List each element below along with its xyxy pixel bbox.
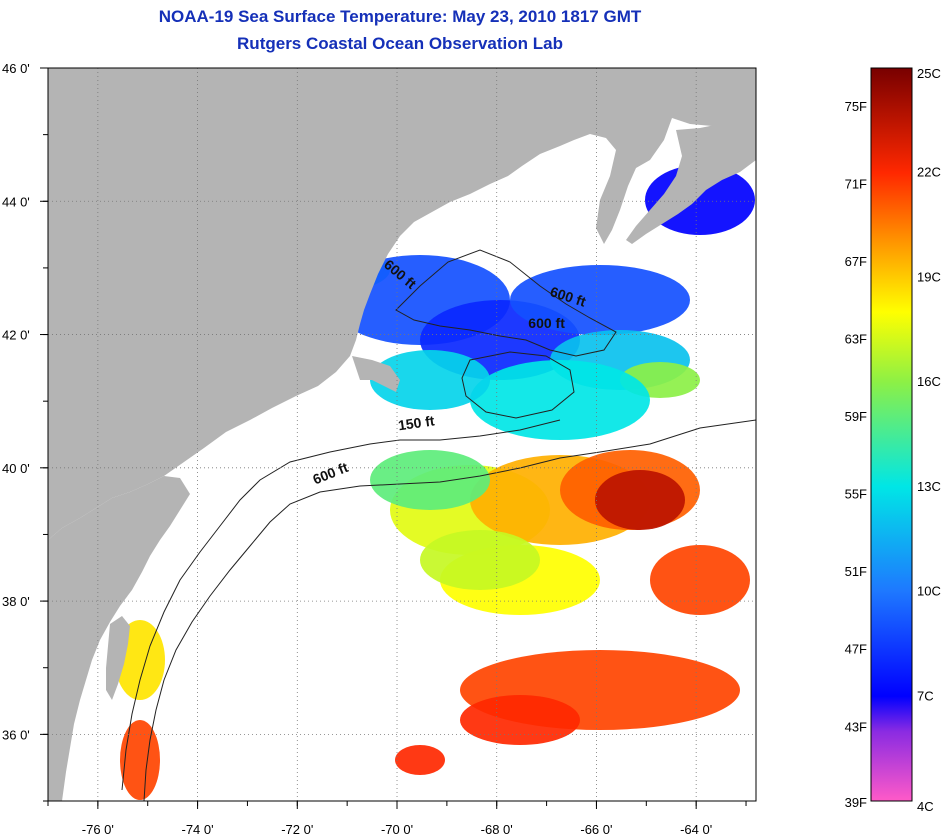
- bathymetry-contours: [121, 249, 756, 801]
- sst-patch: [420, 530, 540, 590]
- colorbar-fahrenheit-label: 47F: [845, 642, 867, 657]
- colorbar-celsius-label: 22C: [917, 165, 941, 180]
- colorbar-celsius-label: 13C: [917, 479, 941, 494]
- land-canada-new-england: [48, 68, 756, 540]
- colorbar-fahrenheit-label: 63F: [845, 331, 867, 346]
- lon-tick-label: -76 0': [82, 822, 114, 837]
- lon-tick-label: -72 0': [281, 822, 313, 837]
- contour-georges-bank: [461, 351, 575, 419]
- colorbar-celsius-label: 7C: [917, 688, 934, 703]
- lat-tick-label: 38 0': [2, 594, 30, 609]
- colorbar-gradient: [870, 67, 913, 802]
- colorbar-celsius-label: 10C: [917, 584, 941, 599]
- temperature-colorbar: 25C 22C 19C 16C 13C 10C 7C 4C 75F 71F 67F 63F 59F 55F…: [845, 66, 941, 814]
- map-subtitle: Rutgers Coastal Ocean Observation Lab: [237, 34, 563, 53]
- land-mid-atlantic: [48, 476, 190, 801]
- colorbar-celsius-label: 19C: [917, 269, 941, 284]
- lat-tick-label: 46 0': [2, 61, 30, 76]
- map-panel: -76 0' -74 0' -72 0' -70 0' -68 0' -66 0' -64 …: [2, 61, 757, 837]
- contour-600ft-gulf-of-maine: [395, 249, 617, 357]
- sst-patch: [460, 695, 580, 745]
- land-delmarva: [106, 616, 130, 700]
- colorbar-fahrenheit-label: 71F: [845, 176, 867, 191]
- sst-patch: [120, 720, 160, 800]
- colorbar-celsius-label: 4C: [917, 799, 934, 814]
- colorbar-fahrenheit-label: 39F: [845, 795, 867, 810]
- lon-tick-label: -68 0': [481, 822, 513, 837]
- sst-patch: [370, 350, 490, 410]
- map-axis-ticks: -76 0' -74 0' -72 0' -70 0' -68 0' -66 0' -64 …: [2, 61, 747, 837]
- colorbar-celsius-label: 25C: [917, 66, 941, 81]
- colorbar-fahrenheit-label: 59F: [845, 409, 867, 424]
- sst-patch: [370, 450, 490, 510]
- sst-patch: [470, 360, 650, 440]
- colorbar-celsius-label: 16C: [917, 374, 941, 389]
- colorbar-labels: 25C 22C 19C 16C 13C 10C 7C 4C 75F 71F 67F 63F 59F 55F…: [845, 66, 941, 814]
- sst-patch: [650, 545, 750, 615]
- lat-tick-label: 40 0': [2, 461, 30, 476]
- lon-tick-label: -74 0': [182, 822, 214, 837]
- contour-label: 150 ft: [397, 412, 436, 433]
- sst-patch: [510, 265, 690, 335]
- sst-patch: [595, 470, 685, 530]
- lon-tick-label: -70 0': [381, 822, 413, 837]
- colorbar-fahrenheit-label: 43F: [845, 719, 867, 734]
- sst-patch: [395, 745, 445, 775]
- lon-tick-label: -66 0': [580, 822, 612, 837]
- lat-tick-label: 44 0': [2, 194, 30, 209]
- colorbar-fahrenheit-label: 67F: [845, 254, 867, 269]
- colorbar-fahrenheit-label: 55F: [845, 487, 867, 502]
- colorbar-fahrenheit-label: 75F: [845, 99, 867, 114]
- contour-label: 600 ft: [528, 315, 565, 331]
- land-nova-scotia: [626, 124, 756, 244]
- contour-150ft-shelf: [121, 419, 561, 791]
- land-layer: [48, 68, 756, 801]
- lat-tick-label: 36 0': [2, 727, 30, 742]
- lat-tick-label: 42 0': [2, 328, 30, 343]
- land-cape-cod: [352, 356, 400, 392]
- colorbar-fahrenheit-label: 51F: [845, 564, 867, 579]
- contour-600ft-shelf: [143, 419, 756, 801]
- map-title: NOAA-19 Sea Surface Temperature: May 23,…: [158, 7, 642, 26]
- map-frame: [47, 67, 757, 802]
- lon-tick-label: -64 0': [680, 822, 712, 837]
